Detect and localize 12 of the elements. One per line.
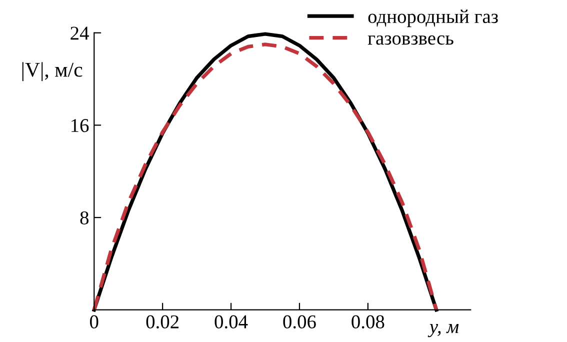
x-tick-label: 0 <box>90 315 98 328</box>
x-axis-title: y, м <box>428 324 459 338</box>
x-tick-label: 0.02 <box>146 315 179 328</box>
y-tick-label: 24 <box>70 26 89 40</box>
x-tick-label: 0.08 <box>352 315 384 328</box>
legend-label: однородный газ <box>368 10 498 28</box>
y-tick-label: 8 <box>80 211 89 224</box>
y-tick-label: 16 <box>72 119 89 132</box>
y-axis-title: |V|, м/с <box>22 62 82 82</box>
x-tick-label: 0.04 <box>214 315 248 328</box>
x-tick-label: 0.06 <box>283 315 316 328</box>
legend-label: газовзвесь <box>368 35 454 45</box>
